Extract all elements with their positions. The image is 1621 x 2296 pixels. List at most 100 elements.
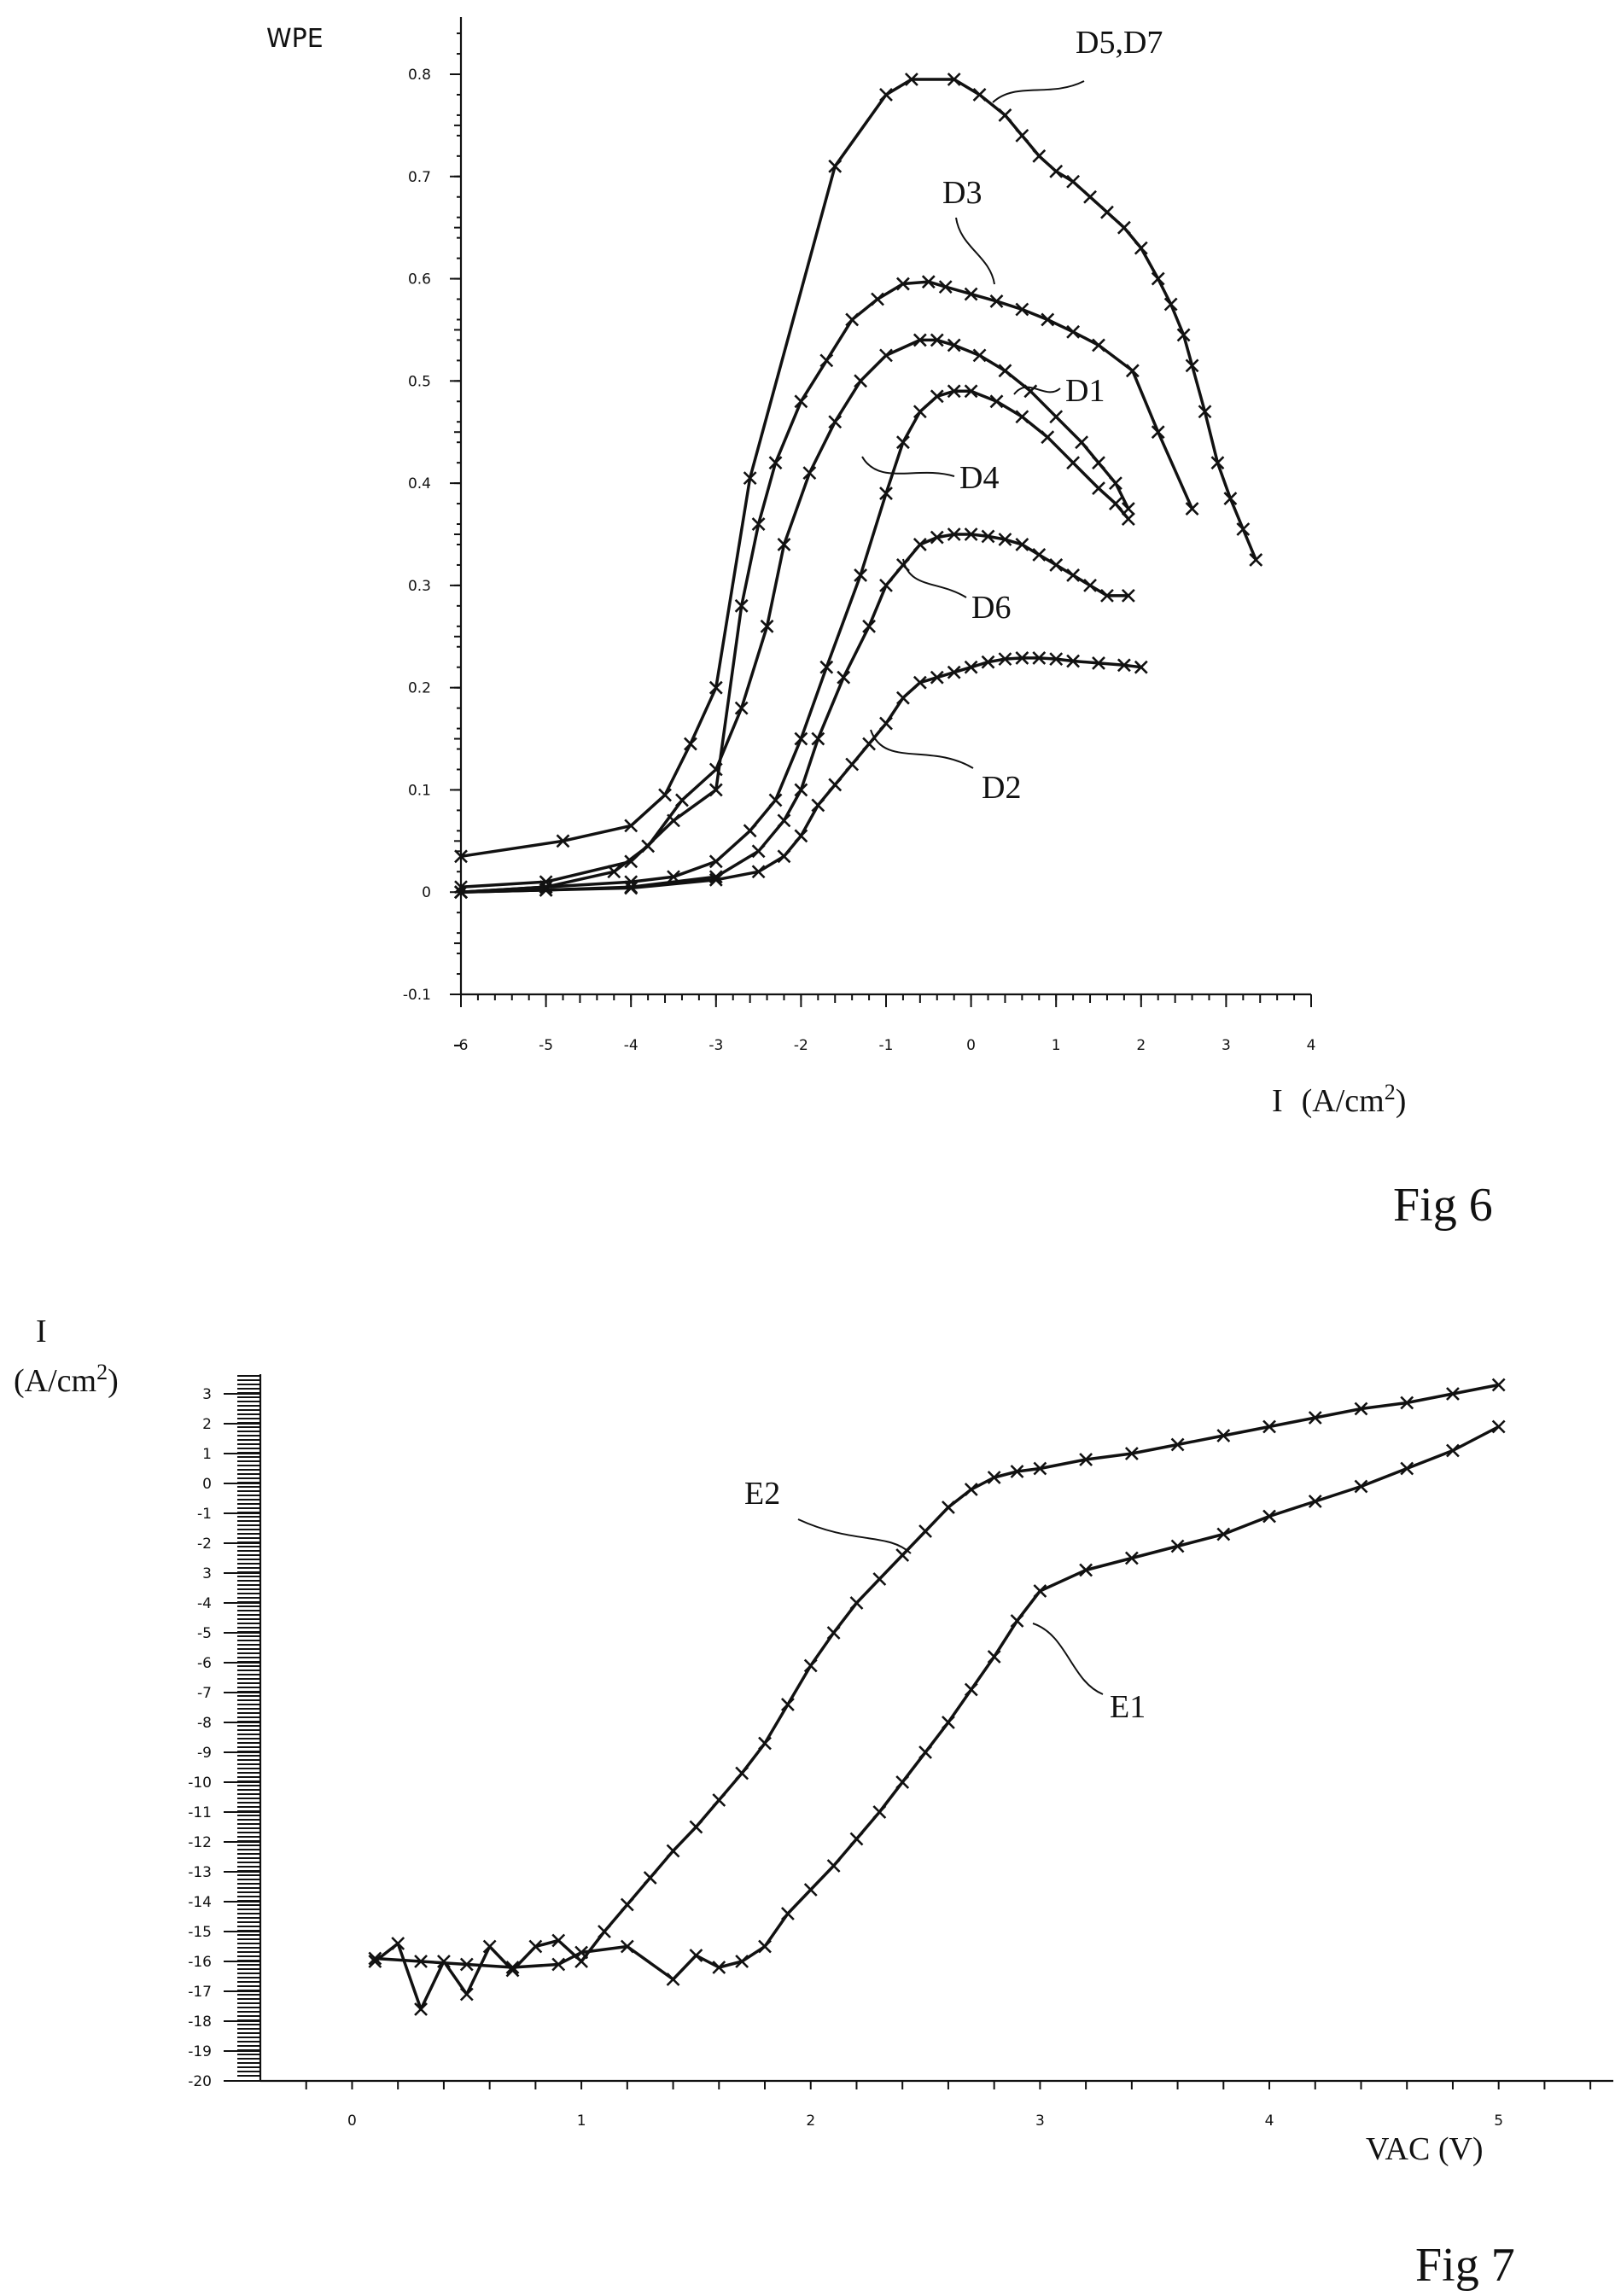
fig6-point-d5-d7	[879, 88, 893, 102]
fig7-point-e1	[505, 1961, 520, 1974]
fig6-y-tick-label: 0.1	[408, 782, 431, 799]
fig7-y-axis-unit-close: )	[108, 1363, 119, 1399]
fig6-point-d4	[913, 405, 927, 419]
fig7-point-e2	[459, 1987, 474, 2002]
fig6-y-tick-label: 0.5	[408, 373, 431, 390]
fig6-point-d5-d7	[1032, 149, 1047, 163]
fig7-point-e2	[964, 1483, 978, 1496]
fig6-x-tick-label: 1	[1052, 1037, 1061, 1054]
fig7-x-tick-label: 4	[1265, 2112, 1274, 2130]
fig6-point-d1	[913, 333, 927, 347]
fig7-point-e2	[1262, 1419, 1276, 1434]
fig6-label-d5d7: D5,D7	[1076, 25, 1163, 61]
fig6-point-d5-d7	[1210, 456, 1225, 470]
fig6-point-d5-d7	[454, 849, 468, 864]
fig6-point-d3	[1185, 502, 1199, 516]
fig6-point-d2	[624, 881, 638, 895]
fig7-y-tick-label: -13	[188, 1864, 212, 1881]
fig6-point-d2	[828, 778, 843, 792]
fig7-y-tick-label: 1	[202, 1446, 212, 1463]
fig7-point-e2	[895, 1548, 910, 1562]
fig6-point-d1	[1109, 476, 1122, 491]
fig7-y-tick-label: -15	[188, 1924, 212, 1941]
fig6-point-d5-d7	[1176, 328, 1191, 342]
fig6-point-d5-d7	[658, 788, 672, 802]
fig6-point-d1	[1092, 456, 1105, 470]
fig6-point-d5-d7	[556, 834, 570, 848]
fig6-label-d2: D2	[982, 770, 1021, 806]
fig6-series-d3	[454, 275, 1199, 895]
fig6-point-d5-d7	[1117, 220, 1131, 235]
fig6-point-d6	[981, 529, 995, 544]
fig6-point-d2	[913, 675, 927, 690]
fig7-point-e2	[735, 1766, 749, 1780]
fig6-point-d2	[539, 883, 553, 897]
fig7-point-e1	[803, 1883, 818, 1897]
fig7-point-e1	[1491, 1419, 1506, 1434]
fig7-point-e2	[987, 1471, 1001, 1484]
fig7-x-ticks: 0 1 2 3 4 5	[305, 2081, 1592, 2130]
fig6-point-d1	[879, 348, 893, 363]
fig7-point-e1	[1446, 1443, 1460, 1458]
fig7-point-e1	[712, 1961, 726, 1974]
fig7-point-e1	[942, 1716, 955, 1729]
fig7-point-e2	[1491, 1378, 1506, 1392]
fig6-y-ticks: -0.1 0 0.1 0.2 0.3 0.4 0.5 0.6 0.7 0.8	[403, 32, 461, 1046]
fig7-y-tick-label: -6	[197, 1655, 212, 1672]
fig7-point-e1	[1216, 1527, 1231, 1541]
fig6-y-tick-label: 0.7	[408, 169, 431, 186]
fig6-point-d3	[1151, 425, 1165, 440]
fig6-point-d5-d7	[624, 819, 638, 833]
fig6-point-d3	[938, 280, 953, 294]
fig7-point-e1	[758, 1939, 772, 1954]
fig7-y-tick-label: -8	[197, 1715, 212, 1732]
fig6-point-d1	[675, 793, 689, 807]
fig6-point-d4	[743, 824, 757, 838]
fig6-point-d4	[989, 394, 1004, 409]
fig6-point-d6	[862, 619, 876, 633]
fig6-label-d3: D3	[942, 175, 982, 211]
fig7-point-e2	[942, 1501, 955, 1514]
fig7-point-e2	[528, 1939, 543, 1954]
fig6-point-d1	[828, 415, 843, 429]
fig6-point-d3	[989, 294, 1004, 308]
fig6-point-d4	[947, 384, 961, 399]
fig6-point-d1	[607, 865, 621, 879]
fig6-x-tick-label: -4	[624, 1037, 638, 1054]
fig6-y-axis-title: WPE	[266, 24, 324, 54]
fig6-x-tick-label: 4	[1307, 1037, 1316, 1054]
fig6-point-d2	[1015, 651, 1029, 665]
fig6-point-d4	[930, 389, 944, 404]
fig7-point-e1	[1400, 1461, 1414, 1476]
fig7-y-tick-label: -20	[188, 2073, 212, 2090]
fig6-point-d2	[896, 691, 910, 705]
fig7-y-axis-unit-main: (A/cm	[14, 1363, 96, 1399]
fig7-point-e1	[459, 1957, 474, 1972]
fig6-point-d2	[794, 829, 808, 843]
fig6-point-d6	[1049, 558, 1064, 572]
fig6-point-d1	[641, 839, 656, 854]
fig6-x-axis-title-main: I	[1272, 1083, 1283, 1119]
fig6-point-d6	[751, 844, 766, 859]
fig7-y-tick-label: 3	[202, 1386, 212, 1403]
fig6-label-d6: D6	[971, 590, 1011, 626]
fig7-y-tick-label: -16	[188, 1954, 212, 1971]
fig6-point-d5-d7	[1066, 174, 1081, 189]
fig7-y-tick-label: -9	[197, 1745, 212, 1762]
fig7-x-tick-label: 5	[1494, 2112, 1503, 2130]
fig7-point-e1	[849, 1832, 864, 1846]
fig6-point-d4	[1092, 481, 1105, 496]
fig6-x-tick-label: 2	[1136, 1037, 1146, 1054]
fig7-point-e1	[987, 1650, 1001, 1664]
fig6-point-d6	[930, 530, 944, 545]
fig6-point-d4	[768, 793, 783, 807]
fig7-point-e1	[895, 1775, 910, 1789]
fig6-point-d1	[734, 701, 749, 715]
fig6-point-d4	[854, 568, 868, 582]
fig6-point-d2	[1134, 660, 1148, 674]
fig7-point-e1	[780, 1907, 795, 1920]
fig6-point-d1	[802, 466, 817, 481]
fig7-point-e2	[1079, 1453, 1093, 1466]
fig6-point-d3	[871, 292, 884, 306]
fig7-y-tick-label: 2	[202, 1416, 212, 1433]
